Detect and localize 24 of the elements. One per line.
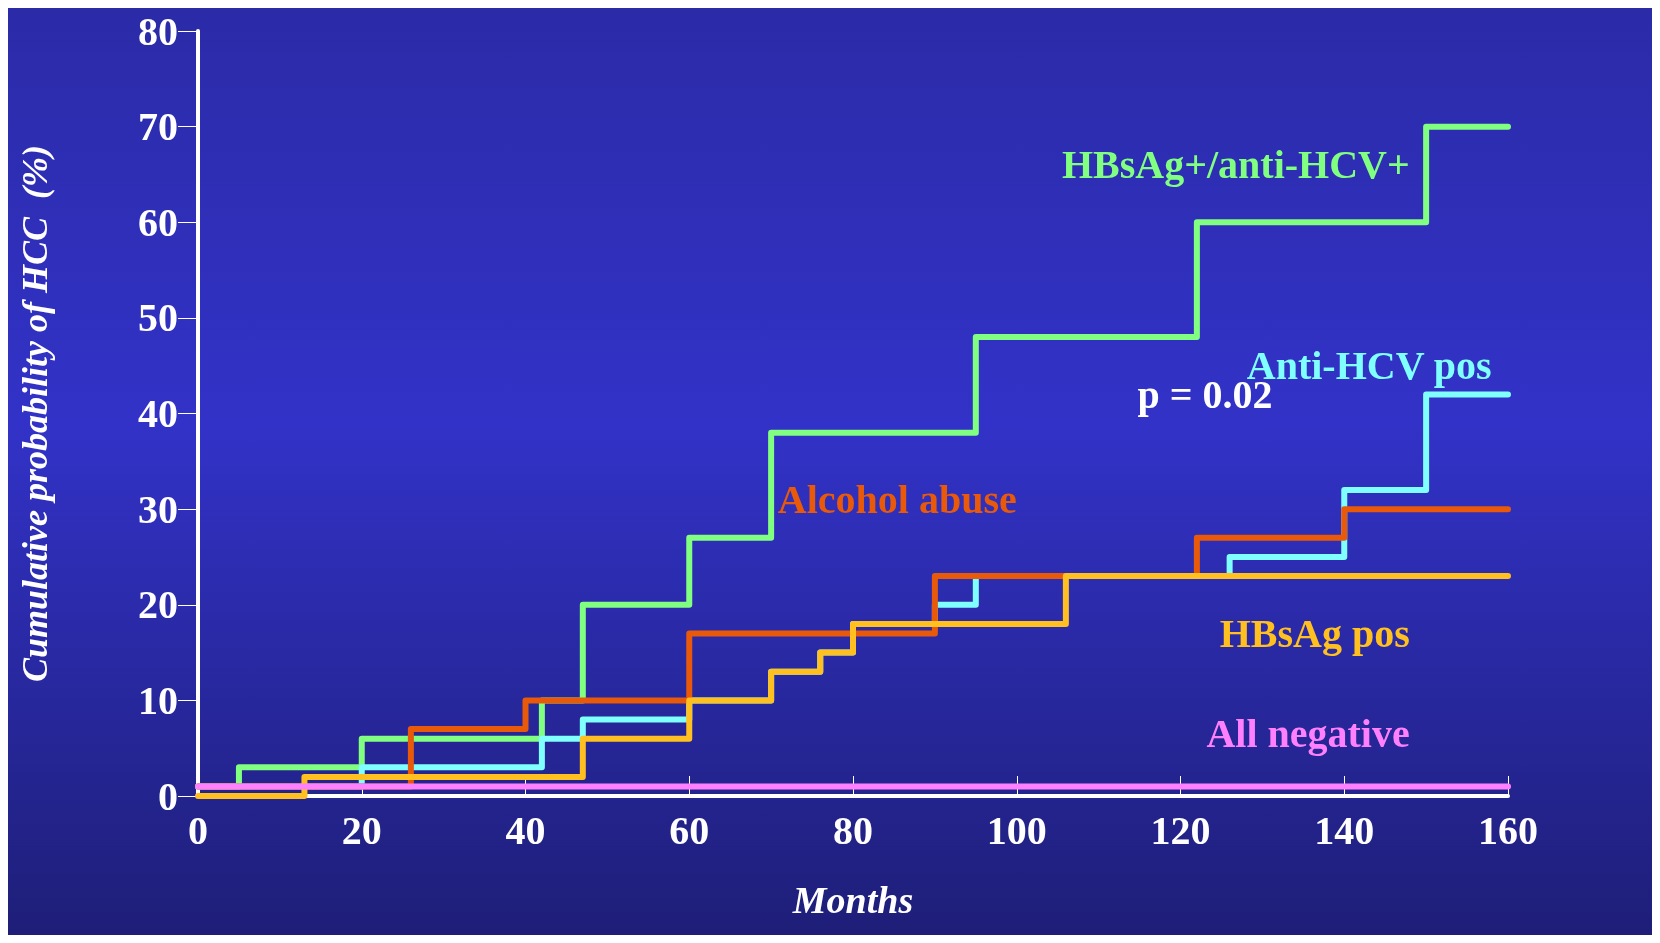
x-tick-label: 160 xyxy=(1478,807,1538,853)
y-tick-label: 40 xyxy=(138,391,178,436)
x-axis-title: Months xyxy=(791,879,914,921)
x-tick-label: 20 xyxy=(341,807,382,853)
x-tick-label: 40 xyxy=(505,807,546,853)
y-tick-label: 70 xyxy=(138,104,178,150)
y-tick-label: 30 xyxy=(138,486,178,532)
x-tick-label: 140 xyxy=(1314,807,1375,853)
x-tick-label: 80 xyxy=(833,807,873,853)
y-tick-label: 50 xyxy=(138,295,178,341)
x-tick-label: 120 xyxy=(1150,807,1211,853)
y-axis-title: Cumulative probability of HCC (%) xyxy=(15,145,55,682)
series-label: HBsAg pos xyxy=(1219,610,1410,656)
y-tick-label: 60 xyxy=(138,199,178,245)
series-label: HBsAg+/anti-HCV+ xyxy=(1061,142,1410,188)
y-tick-label: 80 xyxy=(138,8,178,54)
y-tick-label: 0 xyxy=(158,773,178,819)
series-label: Alcohol abuse xyxy=(777,477,1017,523)
x-tick-label: 60 xyxy=(669,807,710,853)
x-tick-label: 0 xyxy=(188,807,208,853)
x-tick-label: 100 xyxy=(986,807,1047,853)
series-label: All negative xyxy=(1206,711,1410,757)
y-tick-label: 20 xyxy=(138,582,178,628)
y-tick-label: 10 xyxy=(138,677,178,723)
